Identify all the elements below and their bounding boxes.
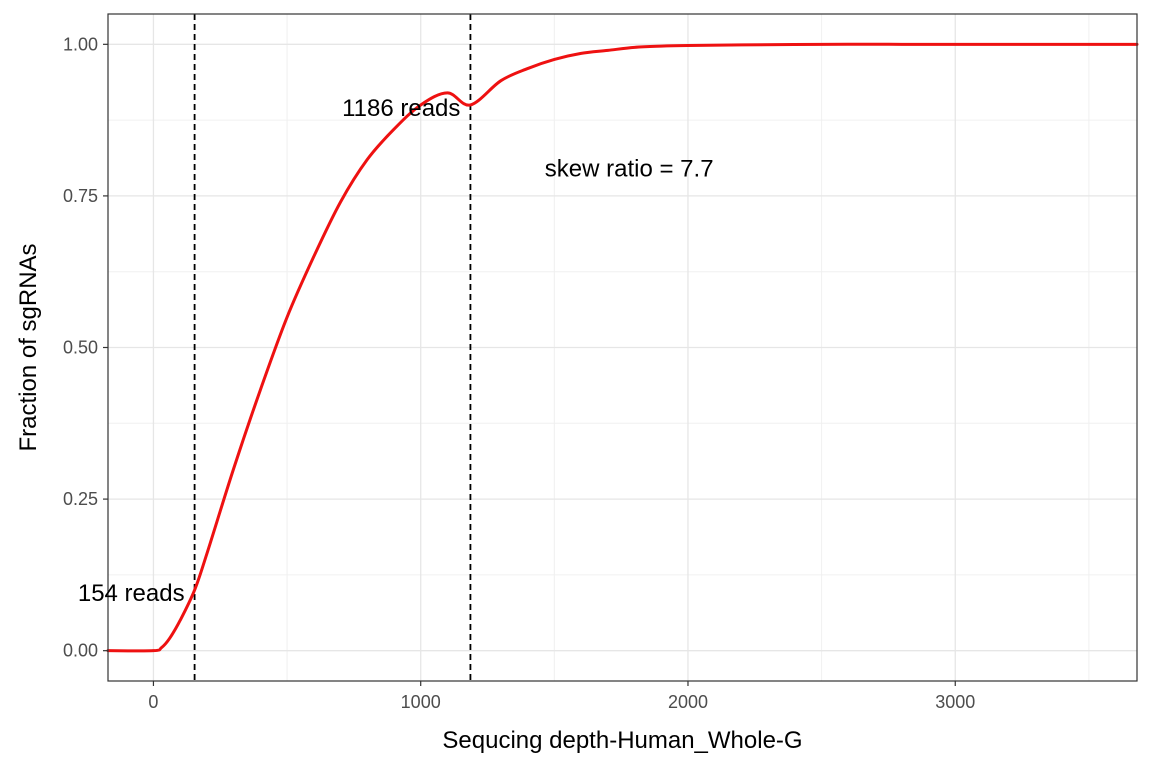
x-axis-title: Sequcing depth-Human_Whole-G bbox=[442, 727, 802, 754]
y-axis: 0.00 0.25 0.50 0.75 1.00 bbox=[63, 34, 108, 661]
y-tick-label: 1.00 bbox=[63, 34, 98, 54]
annotation-label: 154 reads bbox=[78, 580, 185, 607]
annotations: 154 reads 1186 reads skew ratio = 7.7 bbox=[78, 95, 714, 607]
grid-minor bbox=[108, 14, 1137, 681]
series-layer bbox=[106, 42, 1139, 653]
annotation-label: 1186 reads bbox=[342, 95, 460, 122]
x-tick-label: 1000 bbox=[401, 692, 441, 712]
y-axis-title: Fraction of sgRNAs bbox=[15, 243, 42, 451]
grid-major bbox=[108, 14, 1137, 681]
y-tick-label: 0.75 bbox=[63, 186, 98, 206]
x-axis: 0 1000 2000 3000 bbox=[148, 681, 975, 712]
x-tick-label: 2000 bbox=[668, 692, 708, 712]
x-tick-label: 3000 bbox=[935, 692, 975, 712]
series-line bbox=[106, 42, 1139, 653]
y-tick-label: 0.00 bbox=[63, 641, 98, 661]
reference-lines bbox=[193, 14, 472, 681]
y-tick-label: 0.25 bbox=[63, 489, 98, 509]
y-tick-label: 0.50 bbox=[63, 338, 98, 358]
x-tick-label: 0 bbox=[148, 692, 158, 712]
annotation-label: skew ratio = 7.7 bbox=[545, 156, 714, 183]
